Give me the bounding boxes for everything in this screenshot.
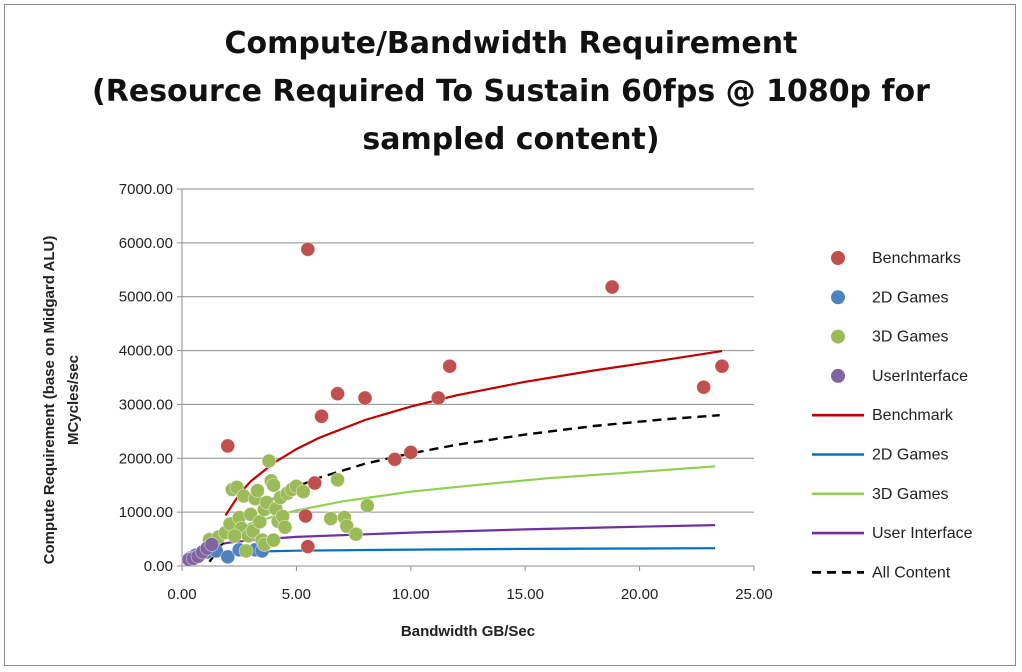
trendline-benchmark — [224, 350, 723, 517]
legend-label-2d-games: 2D Games — [872, 447, 948, 464]
y-tick-label: 1000.00 — [119, 504, 173, 521]
trendline-2d-games — [193, 547, 716, 558]
y-axis-label-line-2: MCycles/sec — [65, 355, 82, 445]
y-tick-label: 7000.00 — [119, 181, 173, 198]
y-tick-label: 4000.00 — [119, 343, 173, 360]
point-benchmarks — [314, 408, 329, 424]
point-3d-games — [266, 477, 281, 493]
legend-marker-2d-games — [831, 290, 845, 305]
chart-frame — [4, 4, 1016, 666]
point-3d-games — [295, 484, 311, 500]
chart-title-line-3: sampled content) — [362, 122, 660, 157]
x-axis-label: Bandwidth GB/Sec — [401, 623, 535, 640]
chart-title-line-2: (Resource Required To Sustain 60fps @ 10… — [92, 74, 930, 109]
legend: Benchmarks 2D Games 3D Games UserInterface B… — [812, 250, 973, 581]
y-tick-label: 0.00 — [144, 558, 173, 575]
y-axis-label-line-1: Compute Requirement (base on Midgard ALU… — [41, 236, 58, 565]
point-benchmarks — [300, 539, 316, 555]
x-tick-label: 20.00 — [621, 586, 659, 603]
tick-labels: 0.00 1000.00 2000.00 3000.00 4000.00 5000.00 6… — [119, 181, 773, 603]
point-benchmarks — [442, 358, 458, 374]
legend-marker-benchmarks — [831, 251, 845, 265]
legend-label-user-interface: User Interface — [872, 525, 973, 542]
point-3d-games — [238, 543, 254, 559]
point-3d-games — [266, 532, 281, 548]
point-benchmarks — [696, 379, 712, 395]
point-3d-games — [359, 498, 375, 514]
point-3d-games — [261, 453, 277, 469]
point-2d-games — [220, 549, 236, 565]
y-tick-label: 2000.00 — [119, 450, 173, 467]
y-tick-label: 3000.00 — [119, 396, 173, 413]
data-points — [181, 241, 730, 567]
x-tick-label: 10.00 — [392, 586, 430, 603]
point-benchmarks — [357, 390, 373, 406]
point-3d-games — [227, 528, 243, 544]
point-3d-games — [323, 511, 339, 527]
point-benchmarks — [300, 241, 316, 257]
point-benchmarks — [714, 358, 730, 374]
point-userinterface — [204, 537, 220, 552]
chart-title-line-1: Compute/Bandwidth Requirement — [224, 26, 798, 61]
x-tick-label: 5.00 — [282, 586, 311, 603]
point-benchmarks — [604, 279, 620, 295]
point-benchmarks — [220, 438, 236, 454]
legend-label-benchmarks: Benchmarks — [872, 250, 961, 267]
point-benchmarks — [430, 390, 446, 406]
legend-marker-userinterface — [831, 368, 845, 383]
x-tick-label: 25.00 — [735, 586, 773, 603]
axes — [177, 188, 755, 571]
x-tick-label: 15.00 — [506, 586, 544, 603]
x-tick-label: 0.00 — [167, 586, 196, 603]
point-benchmarks — [403, 444, 419, 460]
point-3d-games — [330, 472, 345, 488]
point-benchmarks — [307, 475, 323, 491]
y-tick-label: 6000.00 — [119, 235, 173, 252]
point-3d-games — [348, 526, 364, 542]
legend-label-userinterface: UserInterface — [872, 368, 968, 385]
point-3d-games — [252, 514, 268, 530]
point-benchmarks — [387, 451, 403, 467]
legend-label-3d-games: 3D Games — [872, 329, 948, 346]
legend-label-all-content: All Content — [872, 564, 951, 581]
legend-label-3d-games: 3D Games — [872, 486, 948, 503]
point-benchmarks — [330, 386, 345, 402]
y-tick-label: 5000.00 — [119, 289, 173, 306]
point-benchmarks — [298, 508, 313, 524]
point-3d-games — [277, 519, 293, 535]
point-3d-games — [250, 483, 265, 499]
legend-label-benchmark: Benchmark — [872, 407, 954, 424]
legend-label-2d-games: 2D Games — [872, 289, 948, 306]
legend-marker-3d-games — [831, 329, 845, 344]
